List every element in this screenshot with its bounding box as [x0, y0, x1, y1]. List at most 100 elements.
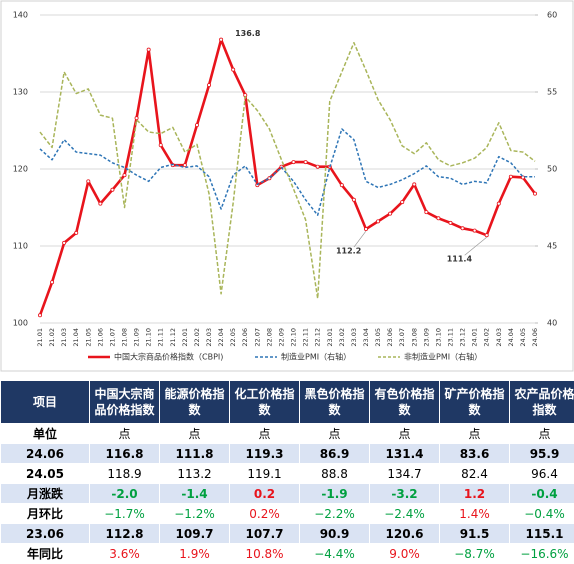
x-tick-label: 22.08: [265, 328, 273, 347]
x-tick-label: 24.03: [495, 328, 503, 347]
series-marker: [219, 38, 222, 41]
x-tick-label: 24.06: [531, 328, 539, 347]
table-cell: 9.0%: [370, 544, 440, 564]
table-cell: 112.8: [90, 524, 160, 544]
series-marker: [413, 183, 416, 186]
series-marker: [63, 241, 66, 244]
table-cell: 115.1: [510, 524, 574, 544]
table-cell: −8.7%: [440, 544, 510, 564]
series-marker: [50, 281, 53, 284]
series-marker: [473, 229, 476, 232]
x-tick-label: 23.08: [410, 328, 418, 347]
table-cell: 119.3: [230, 444, 300, 464]
x-tick-label: 21.01: [36, 328, 44, 347]
x-tick-label: 22.09: [277, 328, 285, 347]
table-cell: −1.2%: [160, 504, 230, 524]
y2-tick-label: 50: [547, 165, 557, 174]
header-cell: 能源价格指数: [160, 381, 230, 424]
row-label: 24.05: [1, 464, 90, 484]
x-tick-label: 23.04: [362, 328, 370, 347]
x-tick-label: 22.07: [253, 328, 261, 347]
series-marker: [232, 68, 235, 71]
series-marker: [364, 227, 367, 230]
series-marker: [316, 165, 319, 168]
x-tick-label: 22.03: [205, 328, 213, 347]
series-marker: [183, 164, 186, 167]
header-cell: 有色价格指数: [370, 381, 440, 424]
x-tick-label: 21.08: [121, 328, 129, 347]
series-marker: [485, 234, 488, 237]
series-marker: [99, 202, 102, 205]
table-cell: -2.0: [90, 484, 160, 504]
x-tick-label: 22.10: [290, 328, 298, 347]
series-line: [40, 40, 535, 316]
row-label: 月环比: [1, 504, 90, 524]
table-cell: −16.6%: [510, 544, 574, 564]
series-marker: [195, 124, 198, 127]
y2-tick-label: 45: [547, 242, 557, 251]
annotation-leader: [354, 231, 366, 247]
header-cell: 项目: [1, 381, 90, 424]
x-tick-label: 22.04: [217, 328, 225, 347]
table-row: 单位点点点点点点点: [1, 424, 574, 444]
table-cell: 82.4: [440, 464, 510, 484]
table-cell: 点: [90, 424, 160, 444]
table-cell: 107.7: [230, 524, 300, 544]
legend-label: 非制造业PMI（右轴）: [404, 352, 482, 362]
series-marker: [292, 160, 295, 163]
annotation: 112.2: [336, 247, 361, 256]
series-marker: [533, 192, 536, 195]
series-line: [40, 129, 535, 215]
legend-label: 制造业PMI（右轴）: [281, 352, 351, 362]
x-tick-label: 24.04: [507, 328, 515, 347]
row-label: 月涨跌: [1, 484, 90, 504]
table-cell: 点: [440, 424, 510, 444]
table-cell: 134.7: [370, 464, 440, 484]
series-marker: [389, 212, 392, 215]
x-tick-label: 22.02: [193, 328, 201, 347]
series-marker: [340, 184, 343, 187]
table-cell: 113.2: [160, 464, 230, 484]
header-cell: 矿产价格指数: [440, 381, 510, 424]
header-cell: 农产品价格指数: [510, 381, 574, 424]
table-row: 月环比−1.7%−1.2%0.2%−2.2%−2.4%1.4%−0.4%: [1, 504, 574, 524]
data-table: 项目中国大宗商品价格指数能源价格指数化工价格指数黑色价格指数有色价格指数矿产价格…: [0, 380, 574, 564]
table-cell: 90.9: [300, 524, 370, 544]
x-tick-label: 23.10: [434, 328, 442, 347]
table-cell: 131.4: [370, 444, 440, 464]
x-tick-label: 23.05: [374, 328, 382, 347]
x-tick-label: 21.03: [60, 328, 68, 347]
table-cell: -3.2: [370, 484, 440, 504]
table-cell: 点: [510, 424, 574, 444]
series-marker: [376, 220, 379, 223]
series-marker: [509, 175, 512, 178]
series-marker: [147, 48, 150, 51]
table-cell: 10.8%: [230, 544, 300, 564]
table-cell: 1.4%: [440, 504, 510, 524]
x-tick-label: 23.03: [350, 328, 358, 347]
header-cell: 中国大宗商品价格指数: [90, 381, 160, 424]
table-cell: 91.5: [440, 524, 510, 544]
table-cell: 1.9%: [160, 544, 230, 564]
x-tick-label: 22.06: [241, 328, 249, 347]
x-tick-label: 21.07: [108, 328, 116, 347]
table-cell: 109.7: [160, 524, 230, 544]
x-tick-label: 23.01: [326, 328, 334, 347]
table-cell: −4.4%: [300, 544, 370, 564]
series-marker: [38, 314, 41, 317]
table-cell: 3.6%: [90, 544, 160, 564]
x-tick-label: 22.01: [181, 328, 189, 347]
table-cell: 点: [300, 424, 370, 444]
table-cell: 120.6: [370, 524, 440, 544]
series-marker: [449, 221, 452, 224]
x-tick-label: 21.11: [157, 328, 165, 347]
table-cell: 点: [230, 424, 300, 444]
table-cell: 88.8: [300, 464, 370, 484]
table-cell: 点: [370, 424, 440, 444]
